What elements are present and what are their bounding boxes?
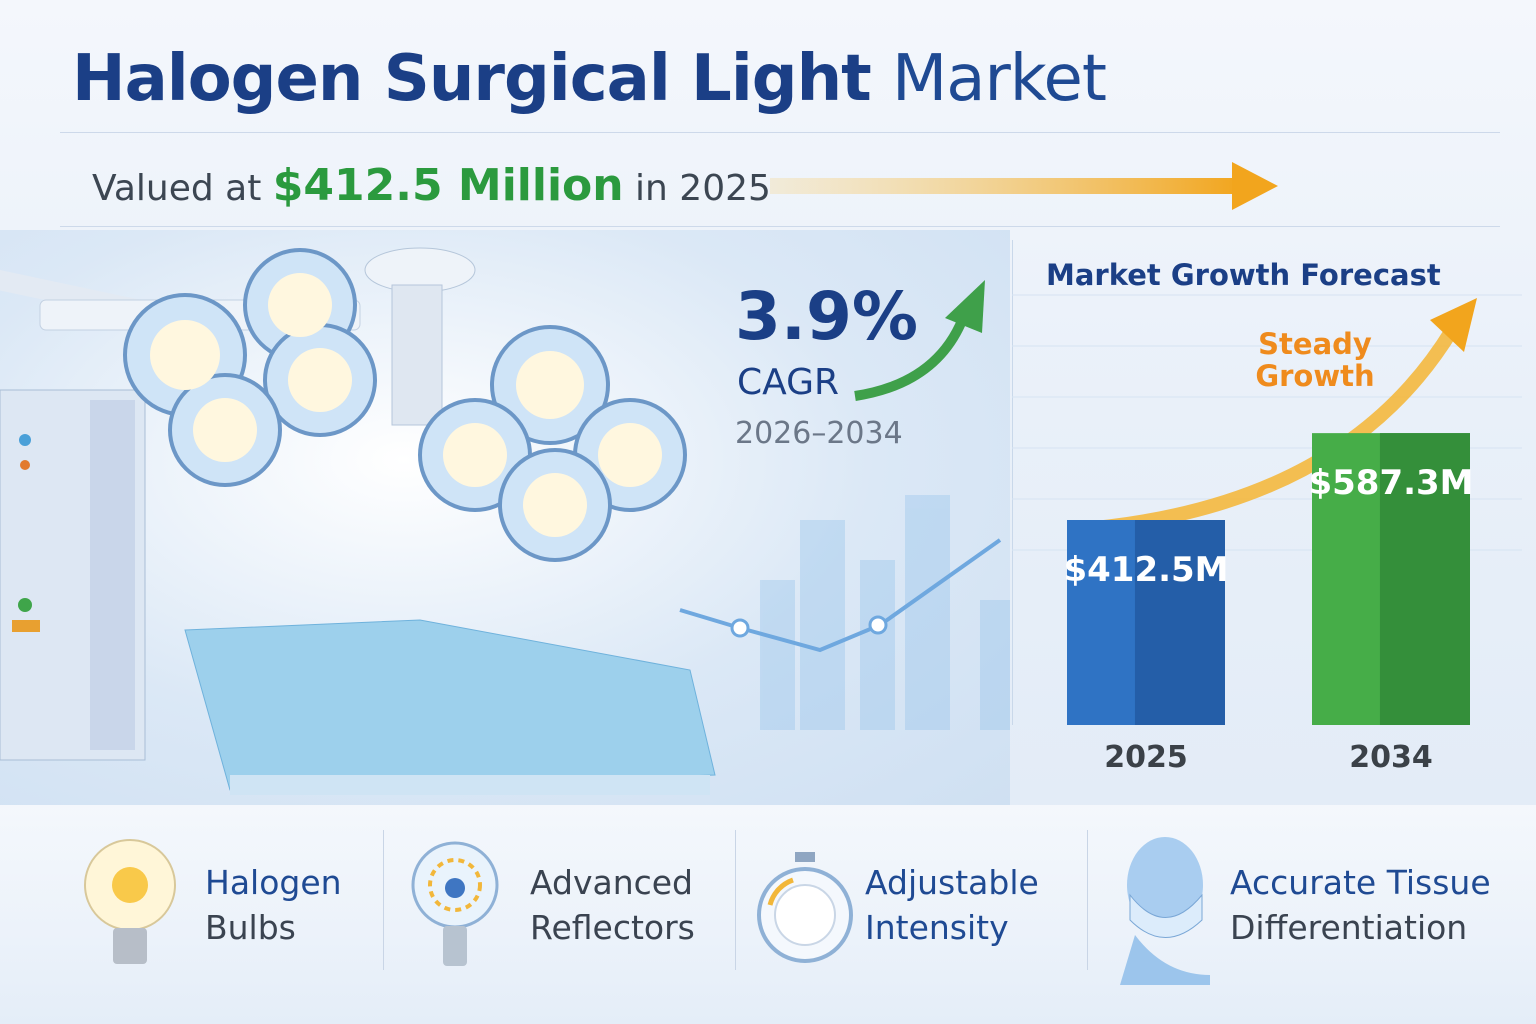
title-light: Market: [892, 42, 1107, 116]
light-bulb-icon: [84, 839, 176, 964]
feature-line1: Adjustable: [865, 863, 1039, 902]
divider: [60, 132, 1500, 133]
growth-arrow-icon: [854, 280, 985, 401]
divider: [60, 226, 1500, 227]
title-bold: Halogen Surgical Light: [72, 42, 872, 116]
dial-icon: [757, 852, 853, 963]
bar-chart: [1012, 294, 1522, 725]
cagr-value: 3.9%: [735, 278, 919, 355]
chart-axis: [1012, 240, 1013, 725]
divider: [735, 830, 736, 970]
valuation-line: Valued at $412.5 Million in 2025: [92, 160, 771, 211]
reflector-bulb-icon: [411, 841, 499, 966]
steady-growth-annotation: Steady Growth: [1255, 327, 1375, 393]
feature-line2: Intensity: [865, 908, 1009, 947]
feature-line2: Differentiation: [1230, 908, 1468, 947]
cagr-label: CAGR: [737, 362, 840, 403]
feature-line1: Halogen: [205, 863, 342, 902]
valuation-suffix: in 2025: [635, 168, 771, 209]
surgeon-mask-icon: [1120, 837, 1210, 985]
feature-halogen-bulbs: Halogen Bulbs: [75, 825, 342, 985]
trend-arrowhead: [1430, 298, 1477, 352]
bar-shade-2034: [1379, 433, 1470, 725]
feature-advanced-reflectors: Advanced Reflectors: [405, 825, 695, 985]
feature-accurate-tissue-differentiation: Accurate Tissue Differentiation: [1110, 825, 1491, 985]
feature-line1: Advanced: [530, 863, 694, 902]
divider: [1087, 830, 1088, 970]
features-row: Halogen Bulbs Advanced Reflectors Adjustab…: [0, 805, 1536, 1024]
feature-line2: Reflectors: [530, 908, 695, 947]
x-tick-label: 2034: [1349, 740, 1433, 775]
bar-value-label: $412.5M: [1063, 550, 1229, 590]
bar-value-label: $587.3M: [1308, 463, 1474, 504]
page-title: Halogen Surgical Light Market: [72, 42, 1107, 116]
cagr-period: 2026–2034: [735, 416, 903, 451]
bar-shade-2025: [1134, 520, 1225, 725]
operating-room-illustration: [0, 230, 1010, 805]
feature-line1: Accurate Tissue: [1230, 863, 1491, 902]
arrow-right-icon: [770, 162, 1278, 210]
chart-title: Market Growth Forecast: [1046, 258, 1441, 292]
valuation-prefix: Valued at: [92, 168, 262, 209]
feature-adjustable-intensity: Adjustable Intensity: [755, 825, 1039, 985]
valuation-amount: $412.5 Million: [272, 160, 624, 211]
x-tick-label: 2025: [1104, 740, 1188, 775]
divider: [383, 830, 384, 970]
feature-line2: Bulbs: [205, 908, 296, 947]
